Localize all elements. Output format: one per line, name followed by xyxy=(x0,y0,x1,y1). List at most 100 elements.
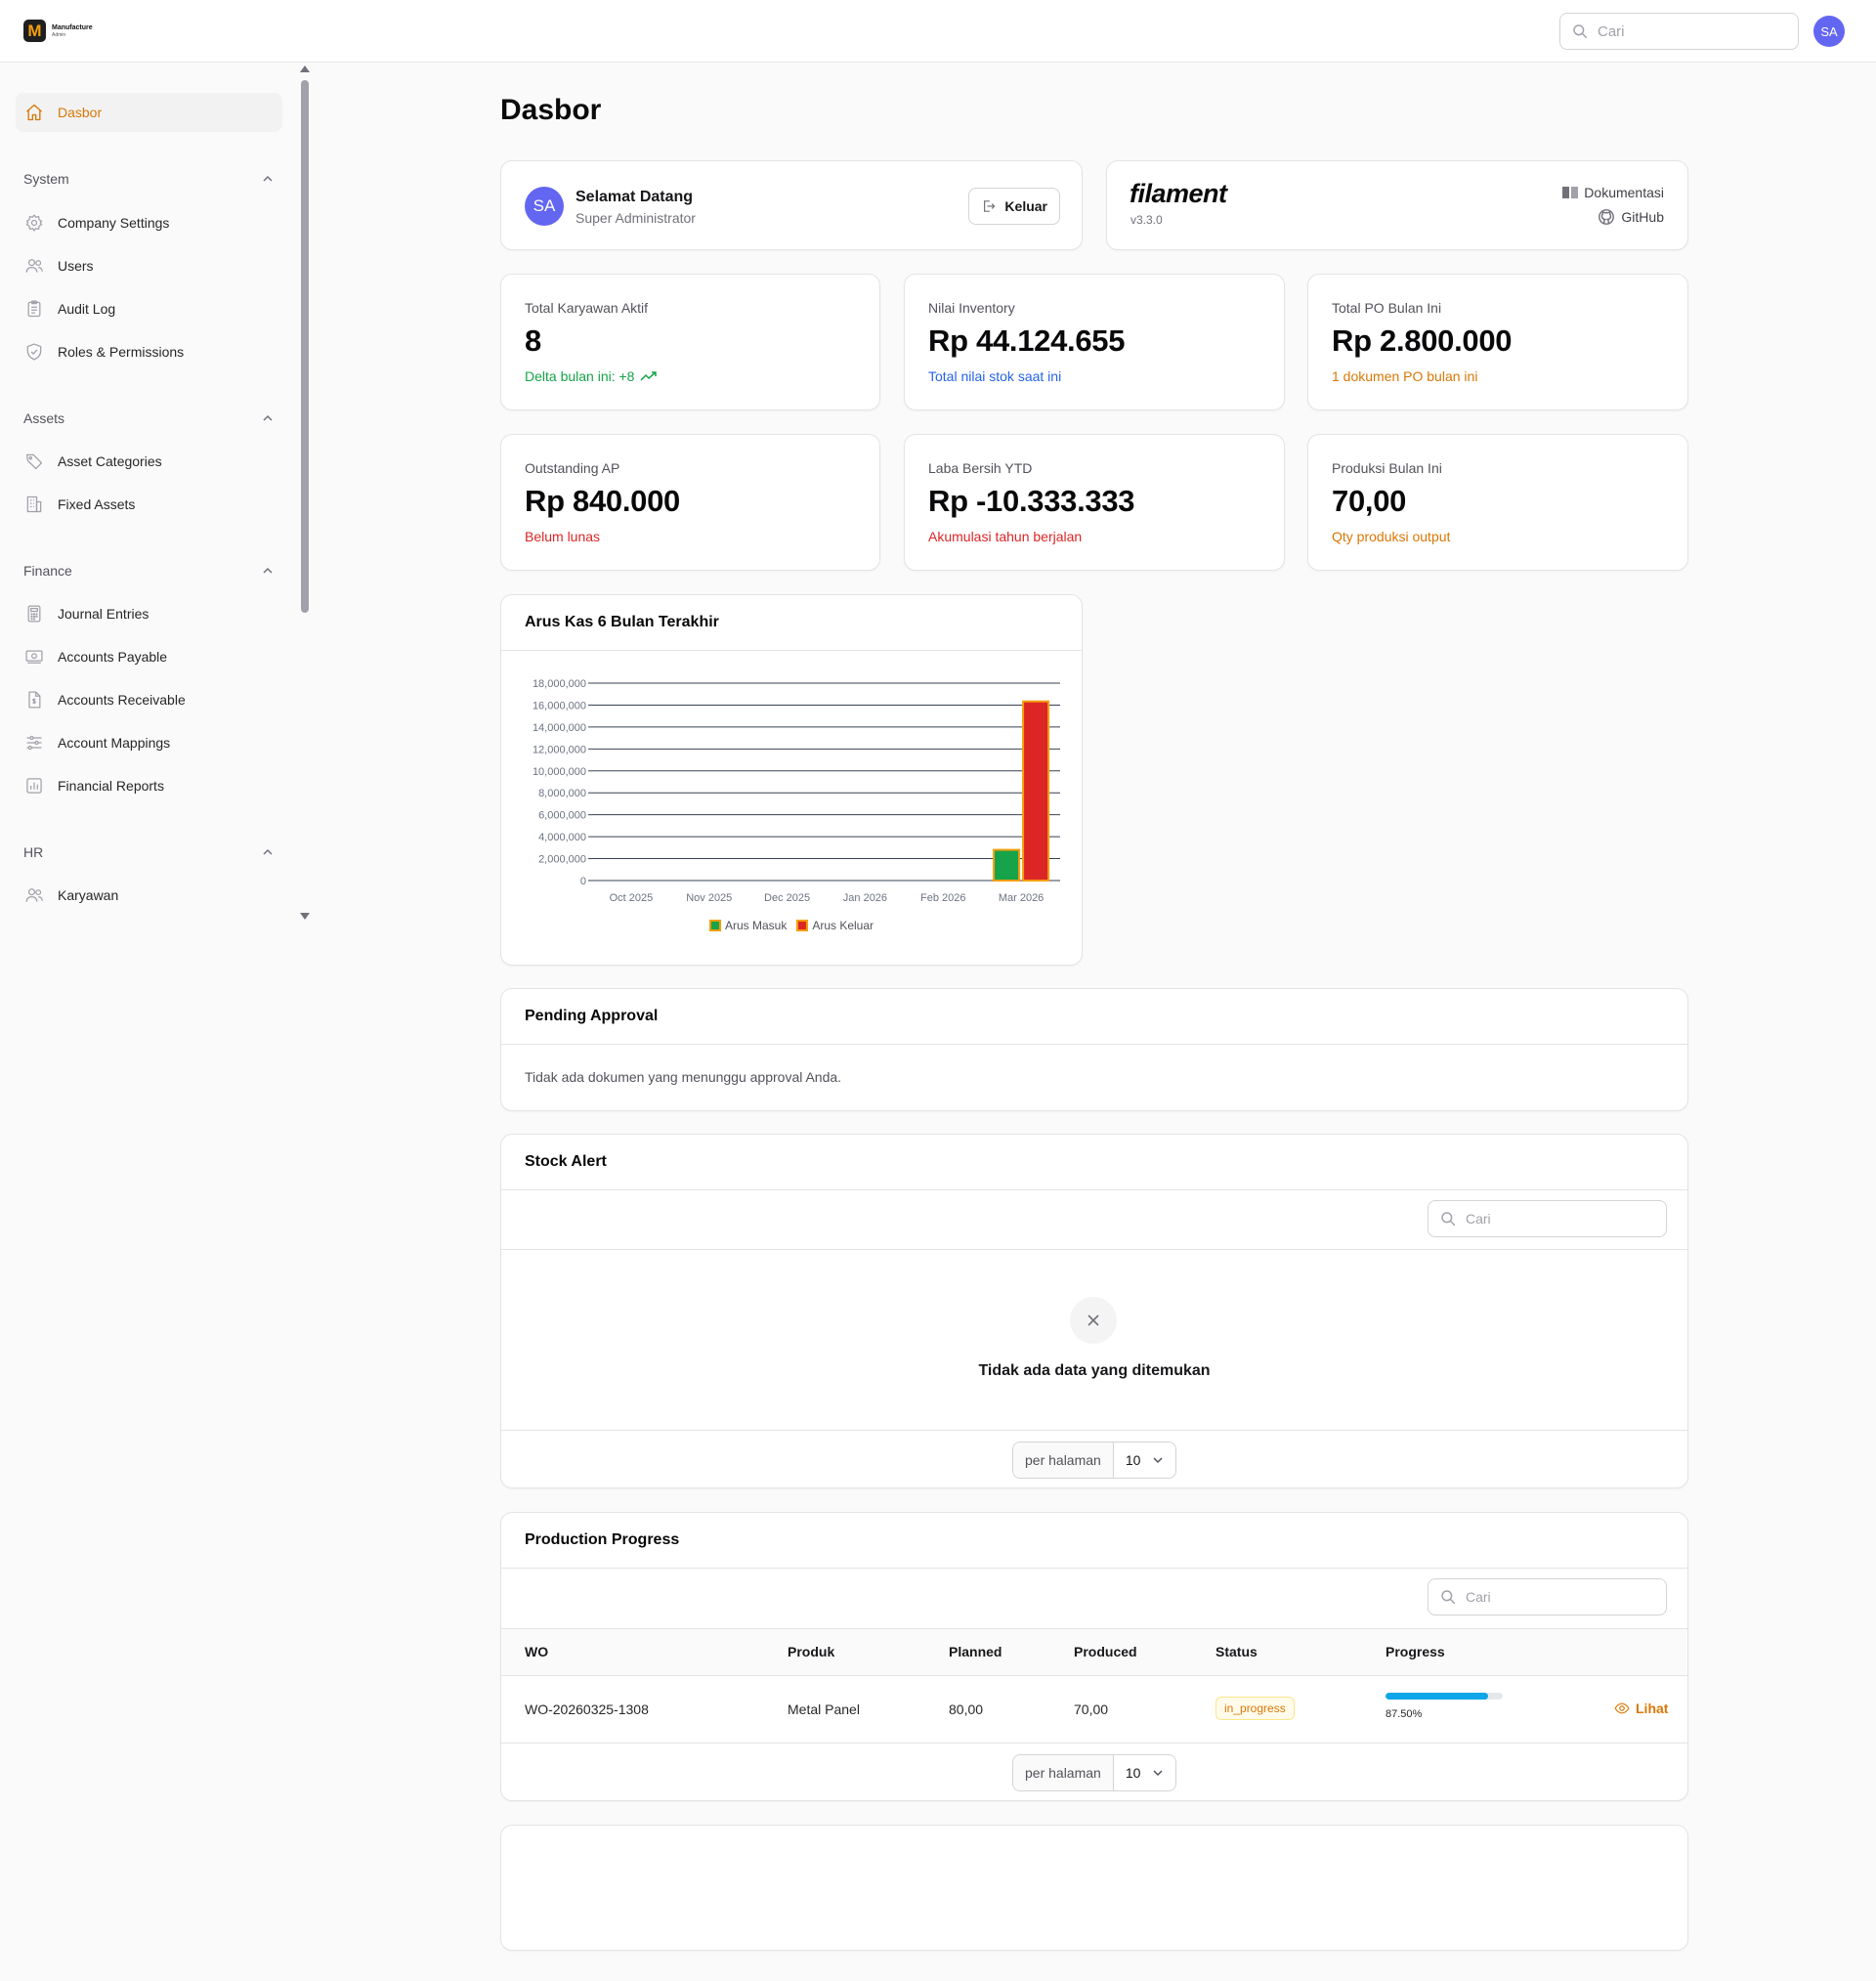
sidebar-item-financial-reports[interactable]: Financial Reports xyxy=(16,766,282,805)
filament-version: v3.3.0 xyxy=(1130,213,1163,227)
stat-nilai-inventory: Nilai Inventory Rp 44.124.655 Total nila… xyxy=(904,274,1285,410)
production-search[interactable] xyxy=(1428,1578,1667,1615)
document-currency-icon xyxy=(28,691,41,709)
sidebar-item-company-settings[interactable]: Company Settings xyxy=(16,203,282,242)
view-button[interactable]: Lihat xyxy=(1614,1701,1668,1716)
docs-link[interactable]: Dokumentasi xyxy=(1562,185,1664,200)
production-per-page-select[interactable]: per halaman 10 xyxy=(1012,1754,1177,1791)
brand-logo[interactable]: M Manufacture Admin xyxy=(23,20,93,42)
column-header-status[interactable]: Status xyxy=(1215,1644,1258,1659)
sidebar-item-label: Account Mappings xyxy=(58,735,171,751)
column-header-progress[interactable]: Progress xyxy=(1386,1644,1445,1659)
stat-total-po: Total PO Bulan Ini Rp 2.800.000 1 dokume… xyxy=(1307,274,1688,410)
x-tick-label: Jan 2026 xyxy=(843,892,887,904)
eye-icon xyxy=(1614,1702,1630,1714)
stat-description: Belum lunas xyxy=(525,529,601,544)
y-tick-label: 0 xyxy=(580,876,586,887)
progress-bar xyxy=(1386,1693,1503,1700)
logout-label: Keluar xyxy=(1004,198,1047,214)
users-icon xyxy=(25,888,43,902)
stock-search[interactable] xyxy=(1428,1200,1667,1237)
chart-legend: Arus Masuk Arus Keluar xyxy=(501,919,1082,932)
stat-label: Produksi Bulan Ini xyxy=(1332,460,1442,476)
column-header-produced[interactable]: Produced xyxy=(1074,1644,1137,1659)
sidebar-item-accounts-payable[interactable]: Accounts Payable xyxy=(16,637,282,676)
welcome-title: Selamat Datang xyxy=(576,189,694,205)
filament-logo: filament xyxy=(1130,179,1227,208)
stat-description: Total nilai stok saat ini xyxy=(928,368,1062,384)
sidebar-item-label: Company Settings xyxy=(58,215,170,231)
sidebar-item-label: Karyawan xyxy=(58,887,119,903)
sidebar-item-label: Accounts Payable xyxy=(58,649,168,665)
pending-approval-title: Pending Approval xyxy=(501,989,1687,1045)
sidebar-item-label: Accounts Receivable xyxy=(58,692,186,708)
global-search-input[interactable] xyxy=(1598,22,1773,40)
x-tick-label: Oct 2025 xyxy=(610,892,654,904)
scroll-down-arrow-icon[interactable] xyxy=(300,913,310,920)
sidebar-item-journal-entries[interactable]: Journal Entries xyxy=(16,594,282,633)
sidebar-item-label: Asset Categories xyxy=(58,453,162,469)
x-tick-label: Feb 2026 xyxy=(920,892,965,904)
x-tick-label: Nov 2025 xyxy=(686,892,732,904)
stat-description: Qty produksi output xyxy=(1332,529,1451,544)
sidebar-group-system[interactable]: System xyxy=(23,171,274,187)
shield-check-icon xyxy=(26,343,42,361)
sidebar-group-hr[interactable]: HR xyxy=(23,844,274,860)
sidebar-item-audit-log[interactable]: Audit Log xyxy=(16,289,282,328)
production-progress-card: Production Progress WO Produk Planned Pr… xyxy=(500,1512,1688,1801)
sidebar-item-account-mappings[interactable]: Account Mappings xyxy=(16,723,282,762)
sidebar-item-label: Journal Entries xyxy=(58,606,149,622)
stat-value: Rp -10.333.333 xyxy=(928,484,1135,518)
legend-item[interactable]: Arus Masuk xyxy=(708,919,787,932)
column-header-wo[interactable]: WO xyxy=(525,1644,549,1659)
y-tick-label: 6,000,000 xyxy=(538,810,586,822)
divider xyxy=(501,1743,1687,1744)
production-search-input[interactable] xyxy=(1466,1589,1642,1605)
calculator-icon xyxy=(27,605,41,623)
sidebar-group-assets[interactable]: Assets xyxy=(23,410,274,426)
sidebar-item-asset-categories[interactable]: Asset Categories xyxy=(16,442,282,481)
stock-search-input[interactable] xyxy=(1466,1211,1642,1227)
per-page-value: 10 xyxy=(1125,1765,1141,1781)
stock-per-page-select[interactable]: per halaman 10 xyxy=(1012,1442,1177,1479)
welcome-card: SA Selamat Datang Super Administrator Ke… xyxy=(500,160,1083,250)
sidebar-item-accounts-receivable[interactable]: Accounts Receivable xyxy=(16,680,282,719)
sidebar-item-roles-permissions[interactable]: Roles & Permissions xyxy=(16,332,282,371)
github-link[interactable]: GitHub xyxy=(1598,208,1664,226)
pending-approval-empty: Tidak ada dokumen yang menunggu approval… xyxy=(525,1069,842,1085)
column-header-produk[interactable]: Produk xyxy=(788,1644,835,1659)
sidebar-item-dasbor[interactable]: Dasbor xyxy=(16,93,282,132)
view-label: Lihat xyxy=(1636,1701,1669,1716)
top-bar: M Manufacture Admin SA xyxy=(0,0,1876,63)
sidebar-item-karyawan[interactable]: Karyawan xyxy=(16,876,282,915)
sidebar-item-fixed-assets[interactable]: Fixed Assets xyxy=(16,485,282,524)
x-mark-icon xyxy=(1087,1314,1099,1326)
bar-arus-masuk[interactable] xyxy=(993,848,1021,882)
stat-description-text: Delta bulan ini: +8 xyxy=(525,368,635,384)
logout-button[interactable]: Keluar xyxy=(968,188,1060,225)
legend-label: Arus Keluar xyxy=(812,919,874,932)
cell-wo: WO-20260325-1308 xyxy=(525,1701,649,1717)
legend-item[interactable]: Arus Keluar xyxy=(796,919,874,932)
stat-value: 70,00 xyxy=(1332,484,1407,518)
empty-state-text: Tidak ada data yang ditemukan xyxy=(978,1362,1211,1379)
sidebar-item-users[interactable]: Users xyxy=(16,246,282,285)
sidebar-item-label: Financial Reports xyxy=(58,778,164,794)
global-search[interactable] xyxy=(1559,13,1799,50)
stat-label: Laba Bersih YTD xyxy=(928,460,1033,476)
stat-outstanding-ap: Outstanding AP Rp 840.000 Belum lunas xyxy=(500,434,880,571)
empty-state-icon-wrap xyxy=(1070,1297,1117,1344)
scroll-up-arrow-icon[interactable] xyxy=(300,65,310,72)
sidebar-group-finance[interactable]: Finance xyxy=(23,563,274,579)
table-row[interactable]: WO-20260325-1308 Metal Panel 80,00 70,00… xyxy=(501,1676,1687,1743)
legend-swatch xyxy=(708,920,721,931)
tag-icon xyxy=(25,453,43,470)
sidebar-scroll-thumb[interactable] xyxy=(301,80,309,613)
bar-arus-keluar[interactable] xyxy=(1022,700,1050,883)
welcome-role: Super Administrator xyxy=(576,210,696,226)
sidebar-item-label: Dasbor xyxy=(58,105,103,120)
column-header-planned[interactable]: Planned xyxy=(949,1644,1002,1659)
user-avatar[interactable]: SA xyxy=(1813,16,1845,47)
github-link-label: GitHub xyxy=(1621,209,1664,225)
gear-icon xyxy=(25,214,43,232)
